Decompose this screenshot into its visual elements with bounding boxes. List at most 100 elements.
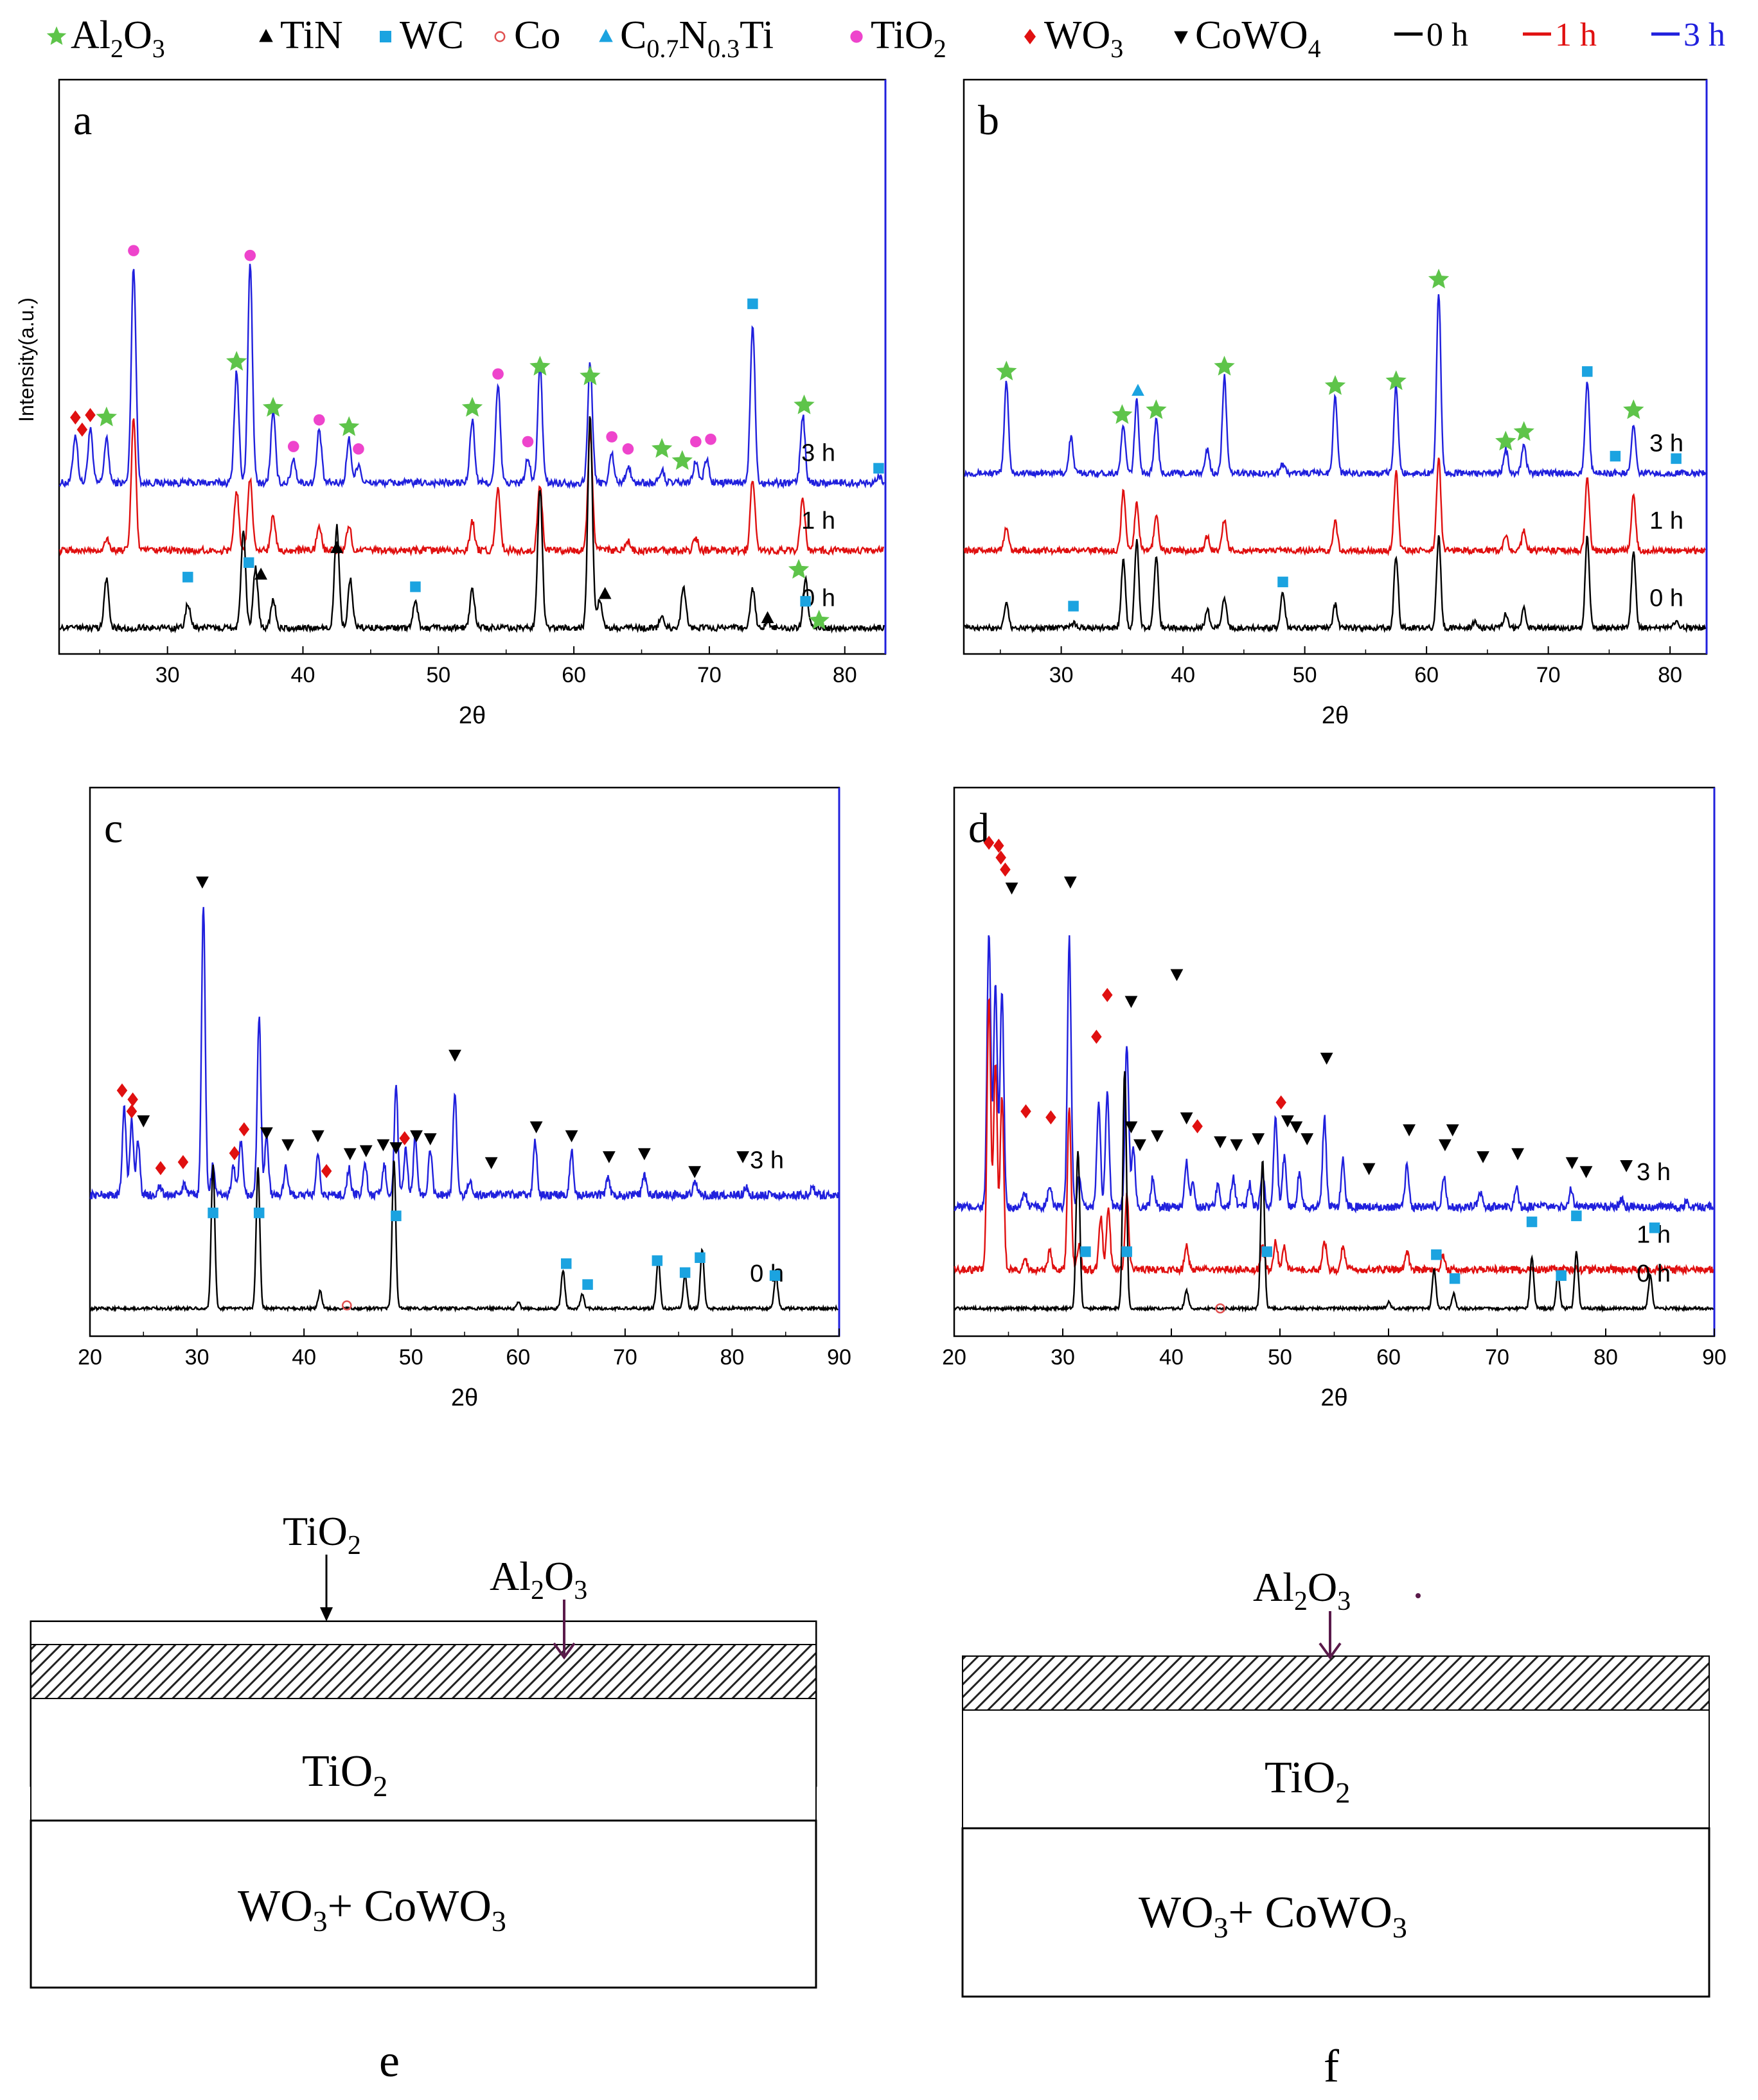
- x-tick-label: 40: [1171, 663, 1195, 687]
- legend-symbol: [850, 30, 863, 43]
- phase-marker-square: [1121, 1246, 1132, 1257]
- phase-marker-square: [800, 596, 811, 607]
- phase-marker-square: [652, 1255, 663, 1266]
- legend-line-entry: 1 h: [1523, 17, 1597, 53]
- phase-marker-tri-down: [1290, 1121, 1303, 1134]
- legend-symbol: [259, 29, 273, 42]
- phase-marker-circle: [244, 249, 256, 261]
- phase-marker-tri-down: [1362, 1163, 1376, 1176]
- phase-marker-diamond: [229, 1146, 240, 1161]
- phase-marker-square: [253, 1207, 265, 1219]
- diagram-f-caption: f: [1324, 2040, 1339, 2092]
- phase-marker-tri-down: [1281, 1115, 1294, 1127]
- phase-marker-circle: [622, 443, 634, 455]
- phase-marker-square: [391, 1210, 402, 1221]
- x-axis-label: 2θ: [1322, 702, 1349, 729]
- diagram-e-al2o3-label: Al2O3: [490, 1553, 587, 1605]
- x-tick-label: 40: [1159, 1345, 1184, 1370]
- phase-marker-tri-down: [1005, 882, 1018, 895]
- phase-marker-tri-down: [1301, 1133, 1314, 1145]
- plot-frame: [953, 786, 1716, 1337]
- diagram-e-tio2-layer: [30, 1698, 817, 1821]
- phase-marker-diamond: [85, 408, 96, 423]
- phase-marker-tri-down: [359, 1145, 373, 1158]
- phase-marker-square: [1582, 366, 1593, 377]
- phase-marker-square: [410, 581, 421, 592]
- phase-marker-square: [1449, 1273, 1461, 1284]
- legend-entry: WO3: [1024, 13, 1123, 63]
- x-tick-label: 20: [78, 1345, 102, 1370]
- phase-marker-star: [262, 396, 284, 417]
- x-tick-label: 90: [1702, 1345, 1727, 1370]
- phase-marker-star: [1428, 269, 1450, 288]
- phase-marker-square: [1610, 450, 1621, 462]
- phase-marker-square: [182, 572, 193, 583]
- legend-label: C0.7N0.3Ti: [620, 13, 774, 63]
- x-tick-label: 40: [291, 663, 315, 687]
- phase-marker-diamond: [126, 1104, 138, 1119]
- phase-marker-circle-open: [341, 1300, 352, 1310]
- x-tick-label: 50: [426, 663, 450, 687]
- phase-marker-square: [873, 463, 884, 474]
- diagram-e-tio2-top-label: TiO2: [283, 1508, 361, 1560]
- series-label: 3 h: [1649, 430, 1683, 457]
- legend-symbol: [46, 26, 67, 45]
- phase-marker-tri-up: [598, 587, 612, 599]
- phase-marker-diamond: [1020, 1104, 1031, 1119]
- phase-marker-tri-down: [423, 1133, 437, 1145]
- phase-marker-diamond: [76, 422, 88, 437]
- phase-marker-square: [1261, 1246, 1272, 1257]
- diagram-e-top-tio2-layer: [30, 1621, 817, 1645]
- x-tick-label: 50: [399, 1345, 423, 1370]
- phase-marker-tri-down: [1438, 1139, 1452, 1152]
- series-line-0h: [964, 535, 1707, 634]
- phase-marker-square: [582, 1279, 593, 1290]
- phase-marker-tri-down: [484, 1157, 498, 1170]
- legend-label: WO3: [1044, 13, 1123, 63]
- phase-marker-square: [769, 1270, 781, 1281]
- legend-label: Co: [514, 13, 560, 57]
- phase-marker-tri-down: [736, 1151, 749, 1163]
- panel-letter: c: [104, 805, 123, 852]
- chart-panel-b: b 30 40 50 60 70 80 2θ 3 h 1 h 0 h: [963, 78, 1708, 729]
- plot-frame: [963, 78, 1708, 655]
- legend-line-label: 3 h: [1683, 17, 1725, 53]
- x-axis-label: 2θ: [451, 1384, 478, 1411]
- phase-marker-tri-down: [448, 1050, 461, 1062]
- legend-entry: WC: [380, 13, 464, 57]
- phase-marker-tri-down: [688, 1166, 702, 1178]
- diagram-f-wo3-cowo3-label: WO3+ CoWO3: [1139, 1888, 1407, 1944]
- legend: Al2O3 TiN WC Co C0.7N0.3Ti TiO2 WO3 CoWO4 0 h 1 h…: [46, 13, 1725, 63]
- x-tick-label: 70: [1536, 663, 1561, 687]
- phase-marker-tri-down: [637, 1148, 651, 1161]
- x-tick-label: 70: [697, 663, 722, 687]
- x-tick-label: 40: [292, 1345, 316, 1370]
- phase-marker-tri-down: [1565, 1157, 1579, 1170]
- phase-marker-square: [1526, 1216, 1538, 1228]
- phase-marker-tri-down: [1620, 1160, 1633, 1172]
- x-axis-label: 2θ: [1320, 1384, 1347, 1411]
- phase-marker-square: [1671, 453, 1682, 464]
- legend-symbol: [494, 31, 506, 42]
- phase-marker-diamond: [995, 851, 1006, 865]
- phase-marker-circle: [353, 443, 364, 455]
- phase-marker-tri-down: [137, 1115, 150, 1127]
- diagram-f-al2o3-label: Al2O3: [1253, 1564, 1351, 1616]
- phase-marker-tri-down: [1579, 1166, 1593, 1178]
- legend-line-label: 1 h: [1555, 17, 1597, 53]
- x-axis-label: 2θ: [459, 702, 486, 729]
- phase-marker-star: [652, 437, 673, 458]
- x-tick-label: 60: [1414, 663, 1439, 687]
- phase-marker-tri-down: [1151, 1130, 1164, 1143]
- x-tick-label: 30: [185, 1345, 209, 1370]
- phase-marker-square: [1277, 576, 1288, 588]
- series-label: 3 h: [801, 440, 835, 467]
- phase-marker-circle: [313, 414, 325, 426]
- x-tick-label: 20: [942, 1345, 966, 1370]
- phase-marker-diamond: [321, 1164, 332, 1178]
- phase-marker-star: [1513, 421, 1534, 441]
- phase-marker-tri-down: [410, 1130, 423, 1143]
- phase-marker-star: [1112, 404, 1133, 424]
- x-tick-label: 70: [613, 1345, 637, 1370]
